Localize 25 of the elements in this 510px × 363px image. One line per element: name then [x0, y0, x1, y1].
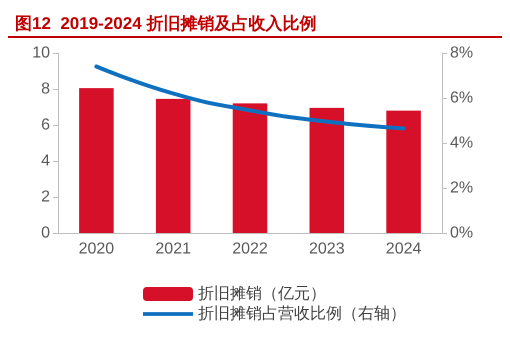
y-tick-label: 6 — [41, 116, 50, 134]
legend-label: 折旧摊销占营收比例（右轴） — [198, 304, 406, 322]
y-tick-label: 0 — [41, 224, 50, 242]
bar — [232, 103, 268, 233]
y2-tick-label: 4% — [450, 134, 474, 152]
y-tick-label: 8 — [41, 80, 50, 98]
x-tick-label: 2021 — [155, 240, 192, 258]
y2-tick-label: 8% — [450, 44, 474, 62]
bar — [156, 98, 190, 233]
y2-tick-label: 2% — [450, 180, 474, 196]
y2-tick-label: 6% — [450, 90, 474, 106]
y-tick-label: 10 — [32, 44, 50, 62]
bar — [386, 110, 421, 233]
y-tick-label: 2 — [41, 188, 50, 206]
x-tick-label: 2022 — [232, 240, 268, 258]
legend-label: 折旧摊销（亿元） — [198, 284, 326, 302]
y-tick-label: 4 — [41, 152, 50, 170]
y2-tick-label: 0% — [450, 224, 474, 242]
x-tick-label: 2023 — [309, 240, 345, 258]
line-series — [94, 64, 406, 130]
chart-title: 图12 2019-2024 折旧摊销及占收入比例 — [15, 14, 316, 33]
x-tick-label: 2020 — [78, 240, 114, 258]
x-tick-label: 2024 — [386, 240, 422, 258]
bar — [310, 108, 344, 233]
bar — [79, 88, 114, 233]
